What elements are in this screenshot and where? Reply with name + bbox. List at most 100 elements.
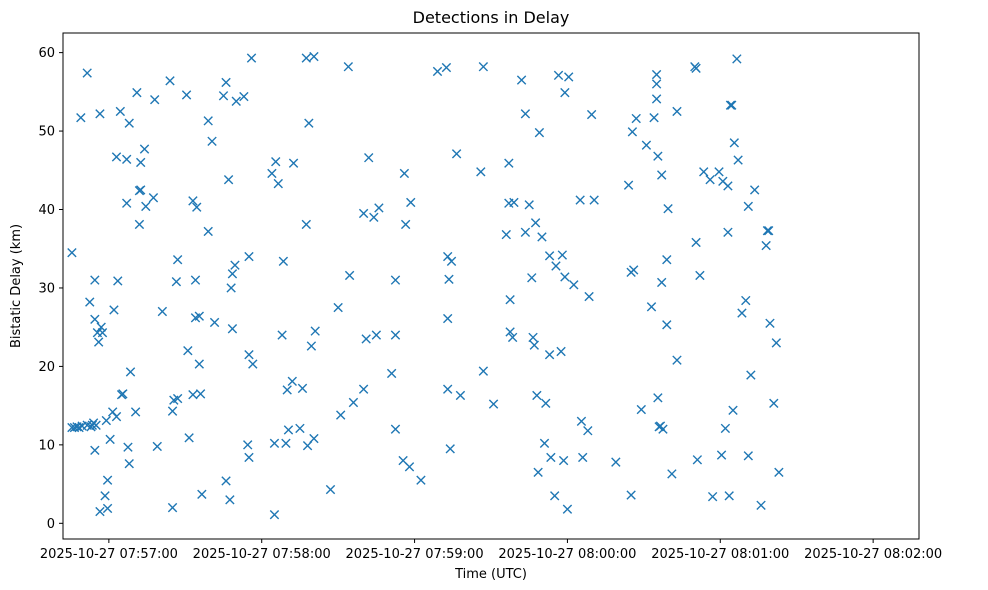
data-point [283, 425, 294, 435]
data-point [282, 385, 292, 395]
data-point [695, 270, 705, 281]
data-point [244, 251, 254, 262]
y-axis-label: Bistatic Delay (km) [9, 224, 24, 348]
data-point [631, 113, 641, 124]
data-point [589, 195, 599, 205]
data-point [505, 327, 515, 337]
data-point [244, 349, 254, 360]
data-point [87, 420, 97, 430]
data-point [369, 212, 379, 223]
y-tick-label: 20 [38, 360, 55, 375]
data-point [741, 295, 751, 306]
data-point [765, 318, 775, 328]
data-point [653, 151, 663, 161]
data-point [194, 311, 204, 321]
chart-title: Detections in Delay [413, 8, 570, 27]
data-point [325, 484, 336, 495]
data-point [746, 370, 756, 380]
y-axis: 0 10 20 30 40 50 60 [38, 46, 63, 532]
data-point [705, 175, 715, 185]
data-point [132, 87, 142, 98]
data-point [121, 198, 132, 208]
data-point [646, 302, 657, 312]
data-point [184, 433, 194, 443]
data-point [504, 158, 514, 168]
data-point [113, 276, 123, 286]
data-point [90, 314, 100, 325]
data-point [167, 502, 178, 513]
data-point [101, 415, 112, 426]
y-tick-label: 60 [38, 46, 55, 61]
data-point [124, 458, 134, 469]
data-point [139, 144, 150, 154]
data-point [361, 334, 371, 344]
data-point [623, 180, 634, 190]
data-point [774, 467, 784, 478]
x-tick-label: 2025-10-27 07:59:00 [346, 547, 484, 562]
data-point [309, 51, 319, 62]
data-point [406, 197, 416, 208]
data-point [653, 393, 663, 403]
data-point [333, 302, 343, 313]
data-point [310, 326, 320, 336]
data-point [549, 491, 560, 501]
data-point [390, 275, 401, 285]
data-point [100, 491, 110, 501]
data-point [537, 232, 547, 242]
data-point [725, 100, 736, 110]
data-point [390, 330, 401, 340]
data-point [188, 196, 198, 206]
data-point [656, 277, 667, 288]
plot-area [62, 32, 920, 540]
data-point [90, 445, 100, 456]
data-point [541, 398, 551, 408]
data-point [442, 384, 453, 394]
data-point [301, 53, 311, 63]
data-point [651, 69, 662, 80]
data-point [445, 444, 455, 454]
x-tick-label: 2025-10-27 07:57:00 [40, 547, 178, 562]
data-point [527, 273, 537, 283]
data-point [134, 219, 145, 230]
data-point [771, 338, 782, 348]
data-point [172, 255, 183, 265]
data-point [564, 72, 574, 82]
data-point [190, 275, 201, 285]
data-point [763, 225, 774, 236]
data-point [125, 367, 136, 377]
data-point [627, 127, 638, 137]
y-tick-label: 10 [38, 438, 55, 453]
data-point [509, 197, 519, 208]
data-point [95, 506, 105, 517]
data-point [188, 389, 198, 400]
data-point [699, 167, 709, 177]
data-point [82, 68, 92, 78]
data-point [301, 219, 311, 230]
data-point [520, 227, 531, 237]
data-point [85, 297, 95, 307]
data-point [364, 153, 374, 163]
data-point [195, 389, 206, 399]
data-point [667, 469, 677, 479]
data-point [130, 407, 141, 417]
data-point [111, 152, 122, 162]
data-point [358, 208, 369, 219]
data-point [584, 291, 594, 302]
data-point [221, 77, 231, 88]
data-point [399, 168, 410, 179]
data-point [246, 53, 257, 63]
data-point [636, 404, 647, 415]
data-point [239, 91, 249, 102]
data-point [539, 438, 550, 448]
y-tick-label: 50 [38, 125, 55, 140]
data-point [358, 384, 369, 394]
data-point [109, 305, 119, 315]
data-point [297, 383, 308, 394]
data-point [243, 440, 253, 450]
data-point [124, 118, 134, 128]
data-point [371, 330, 382, 340]
data-point [227, 269, 238, 279]
data-point [91, 420, 101, 430]
data-point [105, 434, 115, 445]
